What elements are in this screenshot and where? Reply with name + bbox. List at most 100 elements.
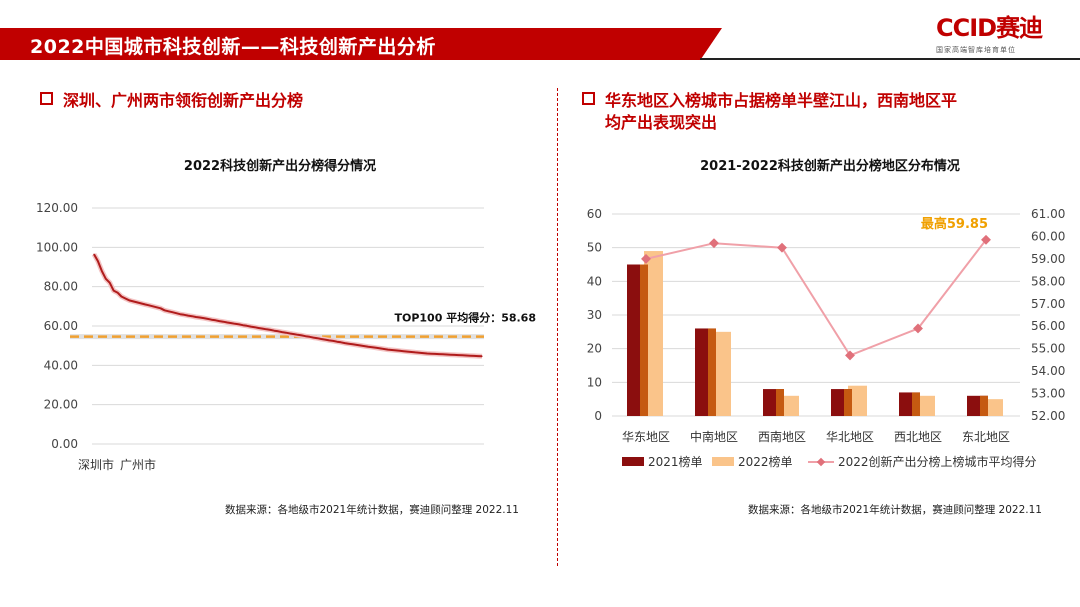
data-point: [352, 343, 354, 345]
data-point: [238, 323, 240, 326]
y-tick-label: 120.00: [36, 201, 78, 215]
data-point: [348, 343, 350, 345]
data-point: [163, 309, 166, 311]
data-point: [191, 315, 193, 317]
data-point: [293, 333, 295, 335]
bar-2021-highlight: [776, 389, 784, 416]
y2-tick-label: 59.00: [1031, 252, 1065, 266]
avg-score-marker: [641, 253, 651, 264]
data-point: [422, 352, 424, 354]
y-tick-label: 0.00: [51, 437, 78, 451]
left-section-title-text: 深圳、广州两市领衔创新产出分榜: [63, 91, 304, 110]
y2-tick-label: 52.00: [1031, 409, 1065, 423]
header-divider-line: [700, 58, 1080, 60]
y2-tick-label: 60.00: [1031, 229, 1065, 243]
data-point: [371, 346, 373, 348]
data-point: [273, 330, 275, 332]
data-point: [391, 349, 393, 351]
data-point: [175, 312, 177, 314]
y-tick-label: 40.00: [44, 358, 78, 372]
data-point: [156, 306, 158, 308]
data-point: [446, 353, 448, 356]
data-point: [160, 307, 162, 309]
data-point: [285, 332, 287, 334]
data-point: [132, 300, 134, 303]
data-point: [222, 321, 224, 323]
data-point: [461, 354, 464, 356]
data-point: [289, 332, 291, 335]
legend-label-2021: 2021榜单: [648, 454, 703, 469]
data-point: [469, 355, 471, 357]
data-point: [453, 354, 456, 356]
x-tick-label: 东北地区: [962, 430, 1010, 444]
data-point: [116, 291, 119, 294]
data-point: [152, 305, 154, 307]
avg-score-marker: [845, 350, 855, 361]
left-section-title: 深圳、广州两市领衔创新产出分榜: [40, 90, 303, 112]
data-point: [101, 270, 103, 272]
data-point: [344, 342, 346, 344]
data-point: [395, 349, 397, 351]
data-point: [355, 344, 358, 346]
bar-2022: [848, 385, 867, 416]
y2-tick-label: 61.00: [1031, 207, 1065, 221]
data-point: [308, 336, 311, 338]
data-point: [473, 355, 475, 357]
data-point: [426, 352, 428, 355]
bar-2021-highlight: [980, 395, 988, 416]
data-point: [332, 340, 334, 342]
left-chart-title: 2022科技创新产出分榜得分情况: [183, 159, 377, 174]
data-point: [367, 346, 369, 348]
data-point: [207, 318, 209, 320]
data-point: [379, 347, 381, 350]
legend-label-2022: 2022榜单: [738, 454, 793, 469]
avg-score-line: [645, 239, 987, 357]
left-line-chart: 0.00 20.00 40.00 60.00 80.00 100.00 120.00 TOP1…: [36, 201, 536, 472]
data-point: [179, 313, 181, 315]
bar-2021-highlight: [640, 264, 648, 416]
right-bar-line-chart: 0 10 20 30 40 50 60 52.00 53.00 54.00 55.00 56.00 57…: [587, 207, 1066, 469]
page-title: 2022中国城市科技创新——科技创新产出分析: [30, 36, 436, 58]
right-section-title-line2: 均产出表现突出: [605, 113, 718, 132]
x-tick-label: 西南地区: [758, 429, 806, 444]
data-point: [281, 331, 283, 333]
right-chart-title: 2021-2022科技创新产出分榜地区分布情况: [700, 159, 960, 174]
data-point: [301, 334, 303, 337]
y-tick-label: 0: [594, 409, 602, 423]
data-point: [434, 353, 436, 355]
logo-subtitle: 国家高端智库培育单位: [936, 46, 1016, 54]
bar-2022: [916, 395, 935, 416]
legend-swatch-2022: [712, 457, 734, 466]
title-banner: [0, 28, 722, 60]
data-point: [242, 324, 244, 326]
data-point: [250, 325, 252, 328]
data-point: [261, 327, 264, 330]
y-tick-label: 60.00: [44, 319, 78, 333]
data-point: [234, 323, 236, 325]
data-point: [363, 345, 366, 347]
max-annotation: 最高59.85: [921, 216, 988, 232]
data-point: [203, 317, 205, 319]
data-point: [195, 316, 197, 318]
data-point: [438, 353, 440, 355]
data-point: [305, 335, 307, 337]
right-section-title-line1: 华东地区入榜城市占据榜单半壁江山，西南地区平: [605, 91, 958, 110]
x-tick-label: 华东地区: [622, 430, 670, 444]
data-point: [406, 350, 409, 353]
y-tick-label: 40: [587, 274, 602, 288]
data-point: [148, 304, 150, 306]
data-point: [230, 322, 232, 324]
data-point: [105, 278, 107, 280]
data-point: [112, 290, 115, 292]
data-point: [120, 295, 123, 298]
data-point: [430, 353, 432, 355]
x-tick-label: 华北地区: [826, 430, 874, 444]
data-point: [144, 303, 146, 305]
bar-2022: [644, 251, 663, 416]
y2-tick-label: 58.00: [1031, 274, 1065, 288]
data-point: [171, 311, 173, 313]
data-point: [481, 355, 483, 357]
y2-tick-label: 55.00: [1031, 342, 1065, 356]
data-point: [128, 299, 130, 302]
data-point: [124, 297, 126, 300]
